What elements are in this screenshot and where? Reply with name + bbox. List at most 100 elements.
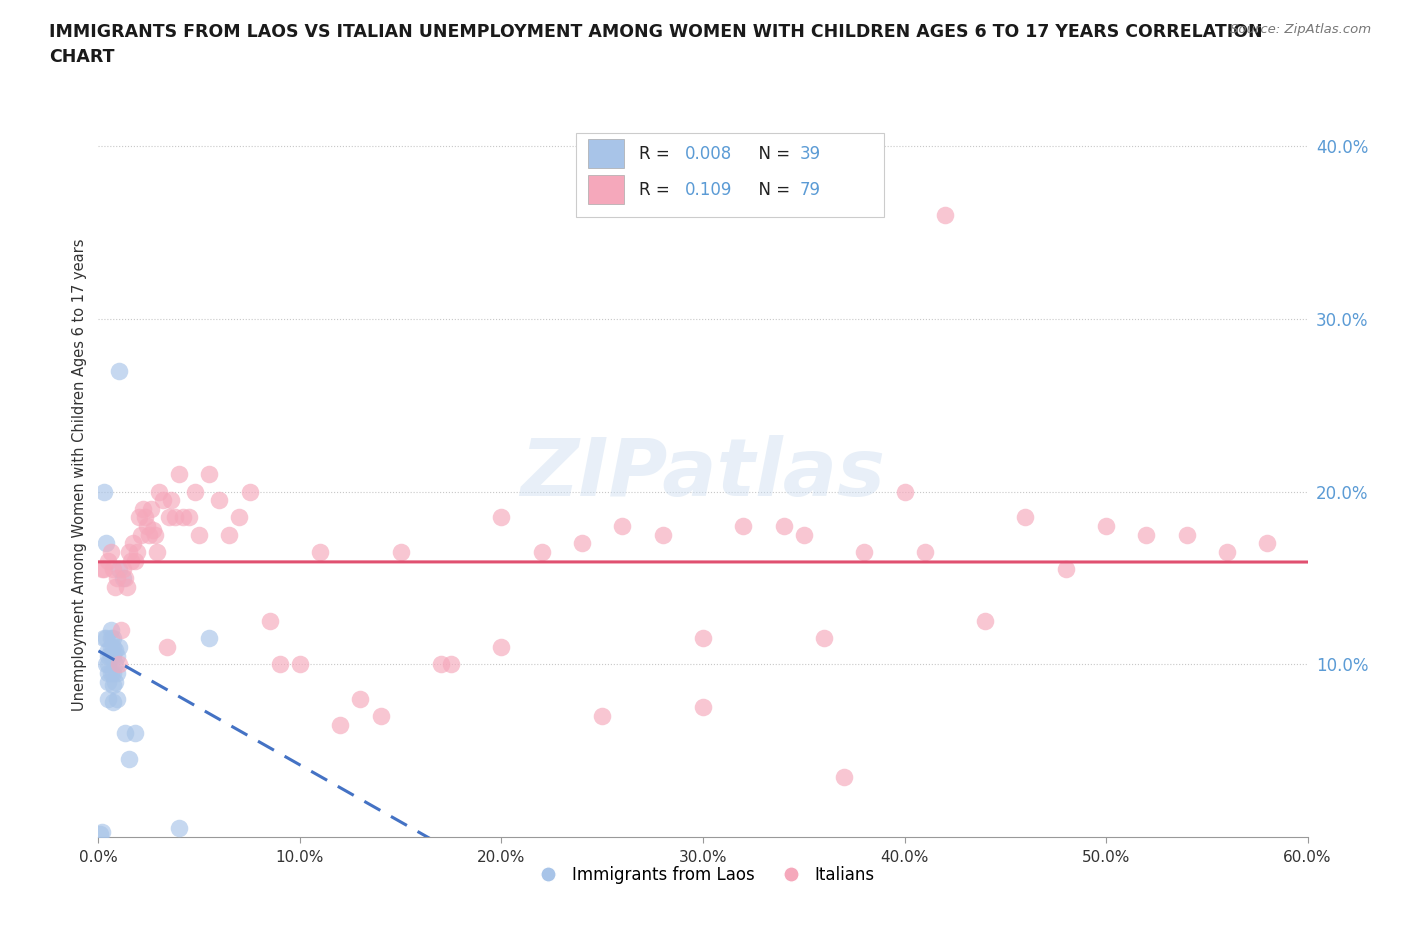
Point — [793, 527, 815, 542]
Point — [974, 614, 997, 629]
Point — [139, 501, 162, 516]
Point — [135, 519, 157, 534]
Text: 0.109: 0.109 — [685, 181, 733, 199]
Point — [111, 570, 134, 585]
Text: R =: R = — [638, 181, 681, 199]
Point — [125, 545, 148, 560]
Point — [389, 545, 412, 560]
Point — [349, 691, 371, 706]
Point — [148, 485, 170, 499]
Point — [100, 622, 122, 637]
Point — [97, 553, 120, 568]
Point — [530, 545, 553, 560]
Point — [491, 510, 513, 525]
Point — [239, 485, 262, 499]
Point — [179, 510, 201, 525]
Point — [1256, 536, 1278, 551]
Point — [97, 674, 120, 689]
Point — [198, 467, 221, 482]
Point — [134, 510, 156, 525]
Point — [96, 657, 118, 671]
Point — [93, 631, 115, 645]
Text: ZIPatlas: ZIPatlas — [520, 435, 886, 513]
Point — [259, 614, 281, 629]
Point — [129, 527, 152, 542]
Point — [1135, 527, 1157, 542]
Point — [124, 726, 146, 741]
Point — [893, 485, 915, 499]
Point — [89, 826, 111, 841]
Point — [100, 545, 122, 560]
Point — [100, 666, 122, 681]
Point — [733, 519, 755, 534]
Point — [167, 821, 190, 836]
Point — [1216, 545, 1239, 560]
Point — [772, 519, 794, 534]
Text: 0.008: 0.008 — [685, 145, 733, 163]
Point — [96, 536, 118, 551]
Point — [107, 657, 129, 671]
Point — [97, 657, 120, 671]
Point — [329, 717, 352, 732]
Point — [107, 640, 129, 655]
Point — [101, 648, 124, 663]
Point — [107, 562, 129, 577]
Text: N =: N = — [748, 145, 796, 163]
Point — [97, 648, 120, 663]
Point — [1054, 562, 1077, 577]
Point — [96, 631, 118, 645]
Point — [491, 640, 513, 655]
Point — [111, 562, 134, 577]
Point — [146, 545, 169, 560]
Point — [934, 207, 956, 222]
Point — [101, 678, 124, 693]
Point — [156, 640, 179, 655]
Point — [157, 510, 180, 525]
Point — [103, 657, 125, 671]
Point — [188, 527, 211, 542]
Point — [853, 545, 876, 560]
Point — [198, 631, 221, 645]
Point — [93, 562, 115, 577]
Point — [105, 666, 128, 681]
Point — [97, 643, 120, 658]
Point — [430, 657, 453, 671]
Point — [440, 657, 463, 671]
Point — [184, 485, 207, 499]
Point — [114, 570, 136, 585]
Point — [115, 579, 138, 594]
Point — [100, 631, 122, 645]
Point — [100, 648, 122, 663]
Point — [101, 640, 124, 655]
Point — [914, 545, 936, 560]
Text: R =: R = — [638, 145, 675, 163]
Point — [218, 527, 240, 542]
Point — [692, 700, 714, 715]
Point — [370, 709, 392, 724]
Point — [97, 666, 120, 681]
Point — [101, 562, 124, 577]
Point — [124, 553, 146, 568]
Point — [612, 519, 634, 534]
Point — [101, 695, 124, 710]
Point — [121, 536, 143, 551]
Point — [103, 674, 125, 689]
Legend: Immigrants from Laos, Italians: Immigrants from Laos, Italians — [524, 859, 882, 890]
Point — [93, 485, 115, 499]
Point — [228, 510, 250, 525]
FancyBboxPatch shape — [588, 140, 624, 168]
Text: Source: ZipAtlas.com: Source: ZipAtlas.com — [1230, 23, 1371, 36]
Text: 79: 79 — [800, 181, 821, 199]
Point — [101, 666, 124, 681]
Point — [100, 640, 122, 655]
Point — [832, 769, 855, 784]
Point — [172, 510, 194, 525]
Point — [1175, 527, 1198, 542]
Point — [132, 501, 155, 516]
Point — [103, 579, 125, 594]
Point — [107, 364, 129, 379]
Point — [692, 631, 714, 645]
Point — [143, 527, 166, 542]
Point — [138, 527, 160, 542]
Text: IMMIGRANTS FROM LAOS VS ITALIAN UNEMPLOYMENT AMONG WOMEN WITH CHILDREN AGES 6 TO: IMMIGRANTS FROM LAOS VS ITALIAN UNEMPLOY… — [49, 23, 1263, 66]
